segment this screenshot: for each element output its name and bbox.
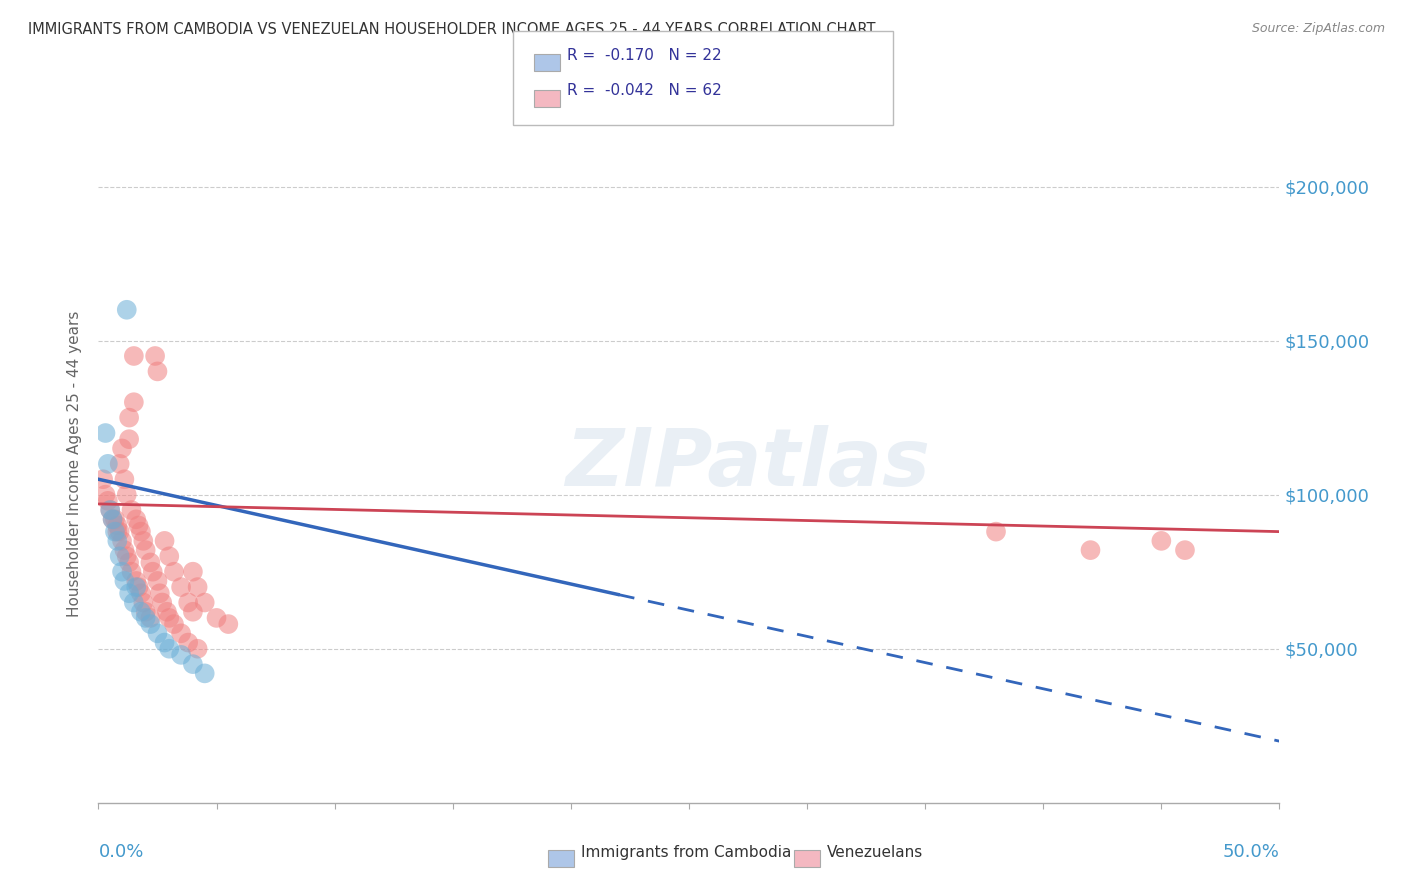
Point [122, 349, 145, 363]
Point [112, 543, 135, 558]
Point [118, 410, 141, 425]
Point [94, 488, 117, 502]
Point [128, 580, 150, 594]
Point [97, 457, 120, 471]
Point [121, 565, 143, 579]
Point [104, 512, 127, 526]
Point [135, 605, 157, 619]
Point [146, 574, 169, 588]
Point [132, 595, 155, 609]
Text: IMMIGRANTS FROM CAMBODIA VS VENEZUELAN HOUSEHOLDER INCOME AGES 25 - 44 YEARS COR: IMMIGRANTS FROM CAMBODIA VS VENEZUELAN H… [28, 22, 876, 37]
Point [153, 533, 176, 548]
Point [94, 425, 117, 440]
Point [108, 524, 131, 539]
Point [129, 586, 152, 600]
Point [101, 512, 124, 526]
Point [157, 611, 180, 625]
Point [139, 556, 162, 570]
Point [181, 605, 204, 619]
Point [105, 518, 128, 533]
Point [139, 611, 162, 625]
Text: R =  -0.042   N = 62: R = -0.042 N = 62 [567, 84, 721, 98]
Point [105, 524, 128, 539]
Point [101, 512, 124, 526]
Point [118, 586, 141, 600]
Point [112, 574, 135, 588]
Point [146, 364, 169, 378]
Point [181, 657, 204, 672]
Point [170, 626, 193, 640]
Point [121, 503, 143, 517]
Point [105, 533, 128, 548]
Point [98, 503, 121, 517]
Point [142, 565, 165, 579]
Point [111, 565, 134, 579]
Point [217, 617, 239, 632]
Point [153, 635, 176, 649]
Point [157, 549, 180, 564]
Point [163, 617, 186, 632]
Point [143, 349, 166, 363]
Point [104, 524, 127, 539]
Point [108, 549, 131, 564]
Point [1174, 543, 1197, 558]
Point [187, 641, 209, 656]
Point [177, 635, 200, 649]
Point [125, 512, 148, 526]
Point [177, 595, 200, 609]
Point [115, 549, 138, 564]
Text: R =  -0.170   N = 22: R = -0.170 N = 22 [567, 48, 721, 62]
Point [187, 580, 209, 594]
Point [984, 524, 1007, 539]
Point [122, 395, 145, 409]
Point [150, 595, 173, 609]
Text: 0.0%: 0.0% [98, 844, 143, 862]
Point [97, 493, 120, 508]
Point [1150, 533, 1173, 548]
Point [125, 574, 148, 588]
Point [129, 524, 152, 539]
Point [128, 518, 150, 533]
Point [115, 488, 138, 502]
Text: Venezuelans: Venezuelans [827, 846, 922, 860]
Point [139, 617, 162, 632]
Point [194, 595, 217, 609]
Point [98, 503, 121, 517]
Point [129, 605, 152, 619]
Point [1080, 543, 1102, 558]
Point [112, 472, 135, 486]
Point [118, 556, 141, 570]
Point [205, 611, 228, 625]
Point [149, 586, 172, 600]
Point [146, 626, 169, 640]
Point [111, 442, 134, 456]
Point [170, 580, 193, 594]
Point [111, 533, 134, 548]
Point [132, 533, 155, 548]
Point [170, 648, 193, 662]
Point [194, 666, 217, 681]
Y-axis label: Householder Income Ages 25 - 44 years: Householder Income Ages 25 - 44 years [67, 310, 83, 617]
Point [115, 302, 138, 317]
Point [163, 565, 186, 579]
Text: Immigrants from Cambodia: Immigrants from Cambodia [581, 846, 792, 860]
Point [122, 595, 145, 609]
Point [135, 611, 157, 625]
Point [125, 580, 148, 594]
Point [156, 605, 179, 619]
Point [118, 432, 141, 446]
Point [157, 641, 180, 656]
Point [135, 543, 157, 558]
Point [181, 565, 204, 579]
Text: Source: ZipAtlas.com: Source: ZipAtlas.com [1251, 22, 1385, 36]
Point [91, 472, 114, 486]
Text: 50.0%: 50.0% [1223, 844, 1279, 862]
Point [108, 457, 131, 471]
Text: ZIPatlas: ZIPatlas [565, 425, 931, 503]
